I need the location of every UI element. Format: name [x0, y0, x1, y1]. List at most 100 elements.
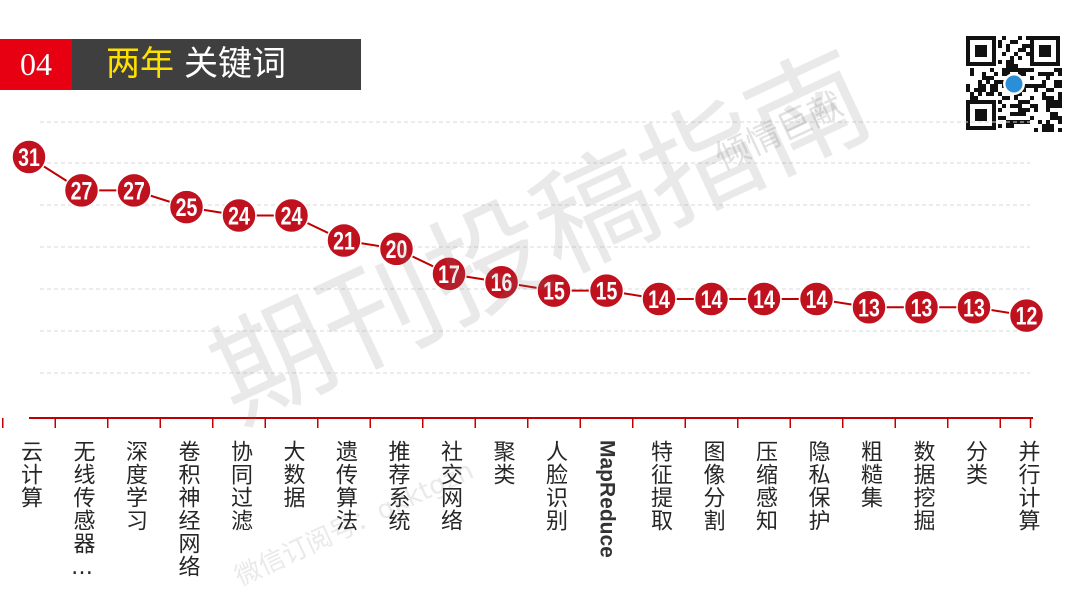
- qr-module: [998, 108, 1002, 112]
- qr-module: [1026, 108, 1030, 112]
- x-tick-label: 隐私保护: [804, 440, 830, 532]
- qr-module: [966, 88, 970, 92]
- data-point: [483, 264, 520, 300]
- qr-module: [1030, 76, 1034, 80]
- qr-module: [1006, 64, 1010, 68]
- qr-module: [1022, 88, 1026, 92]
- qr-module: [998, 80, 1002, 84]
- data-label: 13: [911, 294, 933, 322]
- qr-module: [1034, 104, 1038, 108]
- x-tick-label: 协同过滤: [227, 440, 252, 532]
- data-point: [378, 231, 415, 267]
- qr-finder: [966, 100, 996, 130]
- qr-module: [970, 92, 974, 96]
- data-label: 25: [176, 194, 198, 222]
- qr-module: [1010, 112, 1014, 116]
- qr-module: [982, 76, 986, 80]
- data-point: [221, 197, 257, 234]
- qr-module: [1046, 124, 1050, 128]
- qr-module: [970, 72, 974, 76]
- x-tick-label: 并行计算: [1014, 440, 1040, 532]
- qr-module: [1054, 84, 1058, 88]
- qr-module: [1018, 108, 1022, 112]
- qr-code-icon: [966, 36, 1062, 132]
- qr-module: [982, 84, 986, 88]
- qr-finder-center: [1039, 45, 1051, 57]
- qr-module: [1014, 52, 1018, 56]
- data-point: [588, 272, 625, 309]
- data-label: 13: [963, 294, 985, 322]
- qr-module: [1058, 68, 1062, 72]
- qr-module: [998, 60, 1002, 64]
- qr-module: [1018, 72, 1022, 76]
- qr-module: [998, 92, 1002, 96]
- x-tick-label: 推荐系统: [384, 440, 410, 532]
- qr-module: [1050, 72, 1054, 76]
- x-tick-label: 深度学习: [122, 440, 147, 532]
- qr-module: [982, 72, 986, 76]
- qr-module: [1014, 104, 1018, 108]
- qr-module: [1034, 128, 1038, 132]
- qr-module: [1046, 108, 1050, 112]
- qr-module: [1030, 104, 1034, 108]
- qr-module: [1002, 96, 1006, 100]
- data-point: [431, 256, 467, 292]
- page-title: 两年 关键词: [106, 39, 286, 90]
- title-rest: 关键词: [184, 44, 286, 84]
- qr-module: [1002, 72, 1006, 76]
- qr-module: [1038, 120, 1042, 124]
- qr-module: [1050, 128, 1054, 132]
- qr-module: [1002, 68, 1006, 72]
- qr-module: [1026, 100, 1030, 104]
- qr-finder-center: [975, 45, 987, 57]
- qr-module: [978, 92, 982, 96]
- qr-module: [1022, 48, 1026, 52]
- qr-module: [1014, 40, 1018, 44]
- qr-module: [1014, 68, 1018, 72]
- qr-module: [1042, 96, 1046, 100]
- qr-module: [1042, 84, 1046, 88]
- data-point: [1008, 297, 1045, 334]
- qr-module: [1018, 92, 1022, 96]
- qr-module: [1058, 120, 1062, 124]
- qr-module: [1046, 96, 1050, 100]
- data-label: 20: [386, 236, 408, 264]
- data-label: 13: [858, 294, 880, 322]
- qr-module: [1010, 56, 1014, 60]
- qr-module: [1006, 72, 1010, 76]
- qr-module: [1058, 96, 1062, 100]
- data-label: 14: [701, 286, 723, 314]
- qr-module: [1046, 100, 1050, 104]
- qr-module: [1010, 60, 1014, 64]
- qr-module: [1030, 96, 1034, 100]
- qr-module: [1022, 112, 1026, 116]
- qr-module: [1022, 108, 1026, 112]
- qr-module: [1018, 104, 1022, 108]
- qr-module: [1018, 36, 1022, 40]
- qr-module: [1018, 100, 1022, 104]
- title-highlight: 两年: [106, 44, 174, 84]
- qr-module: [970, 68, 974, 72]
- data-point: [746, 281, 782, 317]
- qr-module: [994, 88, 998, 92]
- qr-module: [1038, 84, 1042, 88]
- qr-module: [1022, 68, 1026, 72]
- qr-module: [1002, 116, 1006, 120]
- qr-module: [990, 88, 994, 92]
- qr-module: [994, 84, 998, 88]
- qr-module: [1046, 128, 1050, 132]
- qr-module: [1026, 36, 1030, 40]
- qr-module: [1022, 72, 1026, 76]
- qr-module: [1006, 68, 1010, 72]
- qr-module: [1058, 116, 1062, 120]
- data-point: [116, 172, 152, 209]
- qr-module: [978, 88, 982, 92]
- qr-module: [990, 92, 994, 96]
- qr-finder: [966, 36, 996, 66]
- qr-module: [998, 124, 1002, 128]
- qr-module: [1038, 72, 1042, 76]
- qr-module: [1050, 124, 1054, 128]
- qr-module: [1050, 96, 1054, 100]
- qr-module: [1006, 44, 1010, 48]
